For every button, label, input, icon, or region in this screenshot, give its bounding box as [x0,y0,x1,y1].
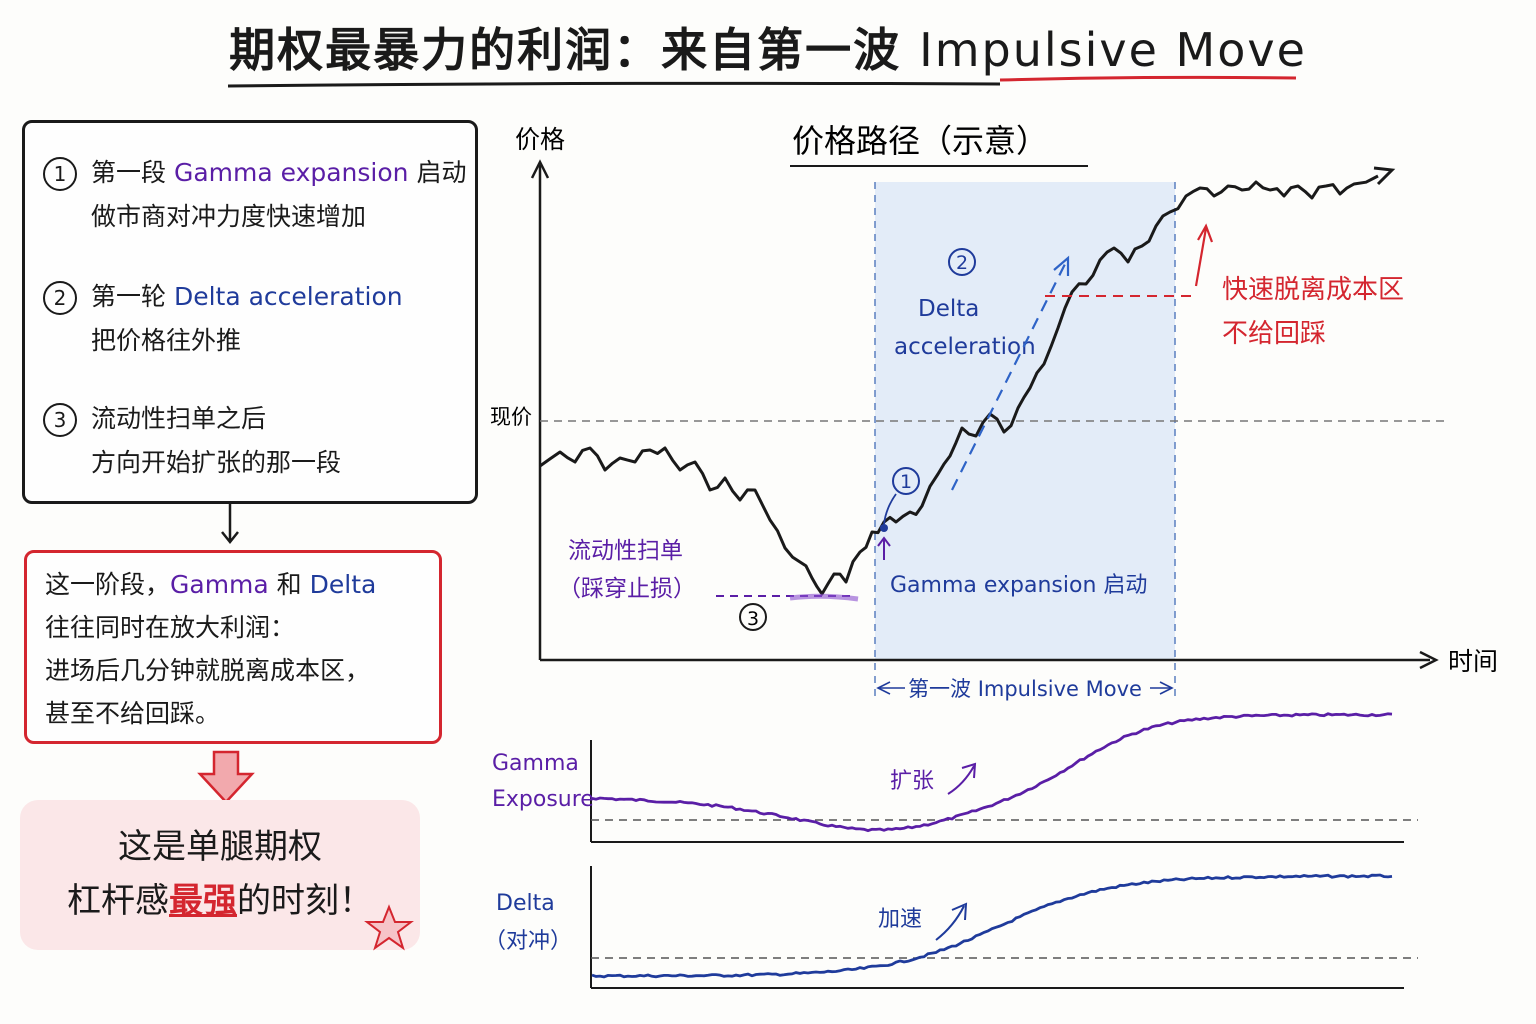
acceleration-dashed-arrow [951,261,1067,491]
page-title: 期权最暴力的利润：来自第一波 Impulsive Move [0,14,1536,80]
delta-accel-label: 加速 [878,907,922,932]
price-arrow-icon [1373,166,1396,186]
sweep-label-2: （踩穿止损） [558,576,696,602]
phase-1-prefix: 第一段 [91,158,167,187]
chart-title: 价格路径（示意） [792,122,1048,160]
summary-box: 这一阶段，Gamma 和 Delta 往往同时在放大利润： 进场后几分钟就脱离成… [24,550,442,744]
conclusion-box: 这是单腿期权 杠杆感最强的时刻！ [20,800,420,950]
summary-and: 和 [268,570,310,599]
phase-2-desc: 把价格往外推 [91,326,242,355]
phase-number-1: 1 [43,157,77,191]
summary-line-1-a: 这一阶段， [45,570,171,599]
conclusion-suffix: 的时刻！ [237,881,373,921]
title-underline [227,75,1297,88]
conclusion-prefix: 杠杆感 [67,881,169,921]
gamma-panel-label-2: Exposure [492,787,594,812]
current-price-label: 现价 [490,405,532,429]
marker-1-circle [892,467,920,495]
x-axis-label: 时间 [1448,647,1498,676]
wave-right-arrow-icon [1159,681,1174,695]
delta-panel-label-2: （对冲） [484,929,572,954]
gamma-exposure-line [591,712,1393,833]
exit-arrow-icon [1194,223,1214,287]
phase-item-3: 3 流动性扫单之后 方向开始扩张的那一段 [43,397,341,485]
summary-line-2: 往往同时在放大利润： [45,613,296,642]
gamma-start-dot [880,524,888,532]
marker-3-circle [739,603,767,631]
phase-2-term: Delta acceleration [173,282,403,311]
delta-accel-arrow-icon [935,902,968,941]
gamma-start-arrow-icon [877,536,891,560]
y-axis-arrow-icon [530,159,550,179]
phase-1-suffix: 启动 [416,158,467,187]
x-axis-arrow-icon [1419,650,1439,670]
phase-item-1: 1 第一段 Gamma expansion 启动 做市商对冲力度快速增加 [43,151,466,239]
delta-label-2: acceleration [894,334,1036,360]
summary-line-3: 进场后几分钟就脱离成本区， [45,656,371,685]
phase-1-term: Gamma expansion [173,158,409,187]
phase-3-prefix: 流动性扫单之后 [91,404,267,433]
sweep-label-1: 流动性扫单 [568,538,683,564]
summary-delta: Delta [309,570,377,599]
wave-label: 第一波 Impulsive Move [908,677,1142,701]
delta-label-1: Delta [918,296,979,322]
gamma-expand-label: 扩张 [890,769,934,794]
summary-line-4: 甚至不给回踩。 [45,699,221,728]
wave-left-arrow-icon [876,681,891,695]
marker-1-label: 1 [900,471,912,493]
star-icon [364,904,414,951]
phase-2-prefix: 第一轮 [91,282,167,311]
phase-number-2: 2 [43,281,77,315]
gamma-start-label: Gamma expansion 启动 [890,573,1147,598]
acceleration-arrow-icon [1053,255,1070,276]
phase-3-desc: 方向开始扩张的那一段 [91,448,342,477]
title-english: Impulsive Move [919,23,1307,77]
delta-panel-label-1: Delta [496,891,555,916]
conclusion-emphasis: 最强 [169,881,237,921]
conclusion-line-1: 这是单腿期权 [118,827,322,867]
title-main: 期权最暴力的利润：来自第一波 [229,23,902,77]
exit-label-2: 不给回踩 [1222,319,1326,349]
price-line [539,174,1379,596]
sweep-highlight [789,593,859,602]
y-axis-label: 价格 [515,125,565,154]
gamma-panel-label-1: Gamma [492,751,579,776]
phases-box: 1 第一段 Gamma expansion 启动 做市商对冲力度快速增加 2 第一轮… [22,120,478,504]
gamma-expand-arrow-icon [947,762,977,795]
wave-label-bg [905,672,1150,704]
summary-line-1: 这一阶段，Gamma 和 Delta [45,563,376,606]
phase-number-3: 3 [43,403,77,437]
phase-item-2: 2 第一轮 Delta acceleration 把价格往外推 [43,275,403,363]
summary-gamma: Gamma [170,570,269,599]
down-arrow-icon [221,504,239,545]
marker-2-circle [948,248,976,276]
marker-1-pointer [883,493,897,525]
red-down-arrow-icon [197,750,255,804]
exit-label-1: 快速脱离成本区 [1222,275,1404,305]
marker-3-label: 3 [747,608,759,630]
phase-1-desc: 做市商对冲力度快速增加 [91,202,367,231]
marker-2-label: 2 [956,252,968,274]
conclusion-line-2: 杠杆感最强的时刻！ [20,874,420,928]
delta-line [591,873,1393,979]
